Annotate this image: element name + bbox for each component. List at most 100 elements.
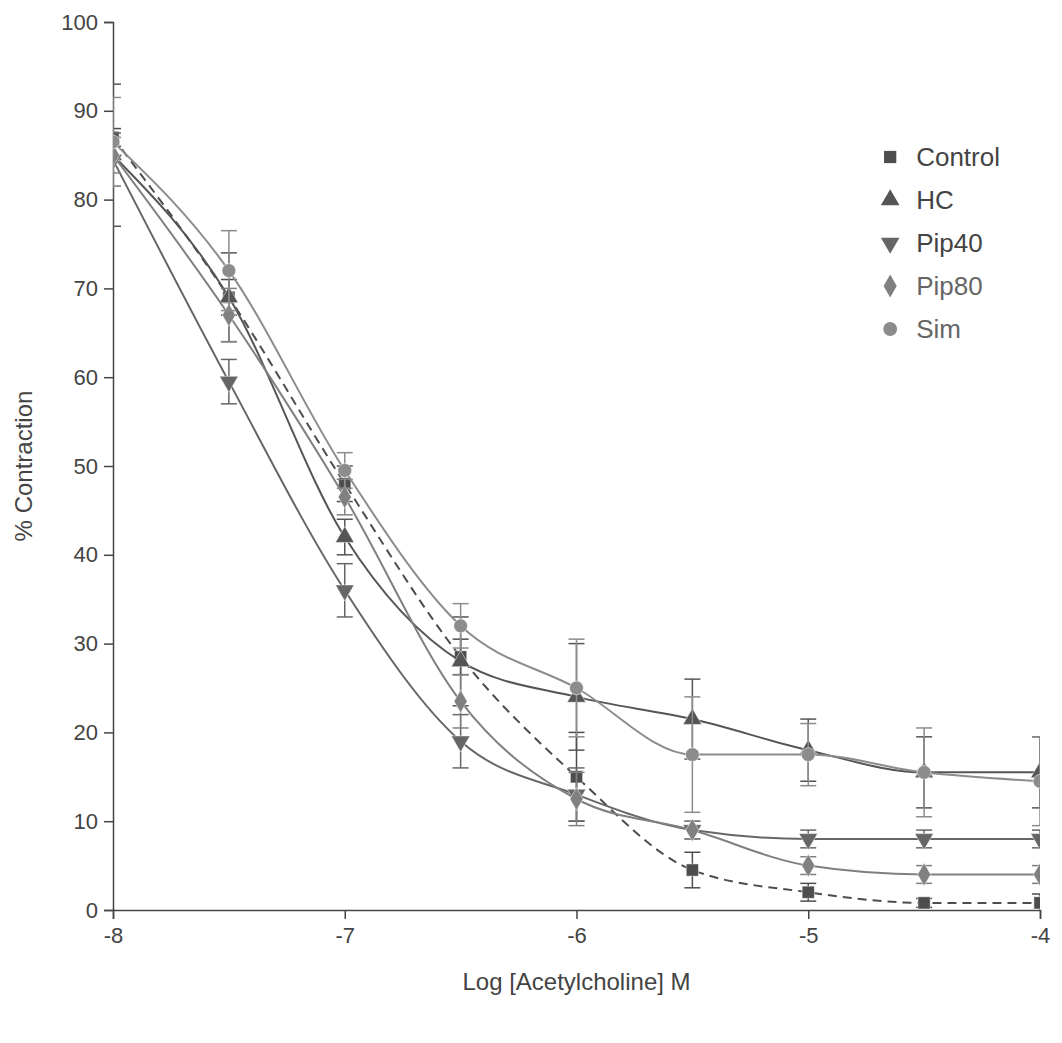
error-bar-cap bbox=[569, 736, 585, 738]
y-tick-label: 80 bbox=[74, 187, 98, 212]
y-tick-mark bbox=[104, 821, 113, 823]
error-bar bbox=[684, 852, 700, 888]
series bbox=[113, 129, 1040, 910]
legend-item: Sim bbox=[883, 314, 961, 344]
error-bar-cap bbox=[113, 128, 121, 130]
error-bar-cap bbox=[221, 359, 237, 361]
y-tick: 50 bbox=[74, 454, 113, 479]
error-bar-cap bbox=[800, 785, 816, 787]
series-line bbox=[113, 142, 1040, 781]
legend-symbol bbox=[884, 151, 896, 163]
x-tick: -8 bbox=[104, 910, 124, 948]
error-bar-stem bbox=[113, 84, 114, 226]
y-tick: 100 bbox=[61, 10, 113, 35]
data-point bbox=[222, 264, 236, 278]
y-tick-mark bbox=[104, 555, 113, 557]
data-point bbox=[454, 619, 468, 633]
data-point bbox=[451, 651, 470, 667]
error-bar-cap bbox=[113, 132, 121, 134]
data-point bbox=[685, 748, 699, 762]
chart: -8-7-6-5-40102030405060708090100Log [Ace… bbox=[0, 0, 1062, 1043]
series bbox=[113, 84, 1040, 808]
data-point bbox=[220, 376, 239, 392]
y-tick-mark bbox=[104, 22, 113, 24]
legend-item: Pip40 bbox=[881, 228, 983, 258]
data-point bbox=[918, 897, 930, 909]
error-bar bbox=[453, 675, 469, 728]
x-tick-label: -5 bbox=[799, 923, 819, 948]
error-bar-cap bbox=[1032, 736, 1040, 738]
error-bar bbox=[800, 724, 816, 786]
error-bar bbox=[113, 97, 121, 186]
y-tick-mark bbox=[104, 288, 113, 290]
y-tick-mark bbox=[104, 643, 113, 645]
error-bar-cap bbox=[221, 341, 237, 343]
error-bar-cap bbox=[113, 186, 121, 188]
error-bar-cap bbox=[569, 772, 585, 774]
legend-label: Pip40 bbox=[916, 228, 983, 258]
y-tick: 0 bbox=[86, 898, 113, 923]
legend-label: Control bbox=[916, 142, 1000, 172]
data-point bbox=[338, 486, 351, 509]
x-tick-label: -8 bbox=[104, 923, 124, 948]
error-bar-cap bbox=[337, 514, 353, 516]
legend-label: Pip80 bbox=[916, 271, 983, 301]
series bbox=[113, 133, 1040, 850]
x-axis: -8-7-6-5-4 bbox=[104, 910, 1051, 948]
error-bar-cap bbox=[221, 403, 237, 405]
data-point bbox=[1031, 834, 1040, 850]
error-bar-cap bbox=[1032, 825, 1040, 827]
error-bar bbox=[569, 772, 585, 825]
error-bar-cap bbox=[337, 487, 353, 489]
x-tick-mark bbox=[808, 910, 810, 919]
error-bar-cap bbox=[800, 718, 816, 720]
y-tick: 20 bbox=[74, 720, 113, 745]
error-bar bbox=[221, 231, 237, 311]
error-bar-cap bbox=[337, 452, 353, 454]
data-point bbox=[802, 886, 814, 898]
error-bar-cap bbox=[113, 83, 121, 85]
error-bar-cap bbox=[453, 727, 469, 729]
data-point bbox=[1033, 774, 1040, 788]
y-tick-label: 30 bbox=[74, 631, 98, 656]
error-bar-cap bbox=[684, 852, 700, 854]
error-bar-cap bbox=[800, 723, 816, 725]
x-tick-mark bbox=[113, 910, 115, 919]
y-tick-label: 10 bbox=[74, 809, 98, 834]
error-bar bbox=[113, 133, 121, 186]
y-axis-title: % Contraction bbox=[10, 391, 37, 542]
error-bar-cap bbox=[337, 519, 353, 521]
data-point bbox=[1034, 897, 1040, 909]
error-bar bbox=[684, 697, 700, 812]
y-tick-label: 90 bbox=[74, 98, 98, 123]
error-bar-cap bbox=[800, 829, 816, 831]
y-tick-label: 50 bbox=[74, 454, 98, 479]
data-point bbox=[451, 736, 470, 752]
error-bar-cap bbox=[221, 310, 237, 312]
error-bar bbox=[1032, 894, 1040, 910]
error-bar-cap bbox=[684, 678, 700, 680]
error-bar bbox=[113, 84, 121, 226]
y-tick-label: 70 bbox=[74, 276, 98, 301]
data-point bbox=[915, 834, 934, 850]
data-point bbox=[686, 819, 699, 842]
error-bar-cap bbox=[113, 172, 121, 174]
y-tick: 80 bbox=[74, 187, 113, 212]
series-line bbox=[113, 155, 1040, 874]
y-tick-mark bbox=[104, 466, 113, 468]
data-point bbox=[570, 681, 584, 695]
data-point bbox=[802, 854, 815, 877]
data-point bbox=[454, 690, 467, 713]
data-point bbox=[1033, 863, 1040, 886]
y-tick: 30 bbox=[74, 631, 113, 656]
error-bar-cap bbox=[569, 638, 585, 640]
y-tick-mark bbox=[104, 111, 113, 113]
y-tick: 90 bbox=[74, 98, 113, 123]
error-bar-cap bbox=[800, 900, 816, 902]
error-bar-cap bbox=[453, 674, 469, 676]
legend-item: Pip80 bbox=[884, 271, 983, 301]
data-point bbox=[338, 464, 352, 478]
data-point bbox=[686, 864, 698, 876]
error-bar-cap bbox=[916, 727, 932, 729]
data-layer bbox=[113, 84, 1040, 910]
